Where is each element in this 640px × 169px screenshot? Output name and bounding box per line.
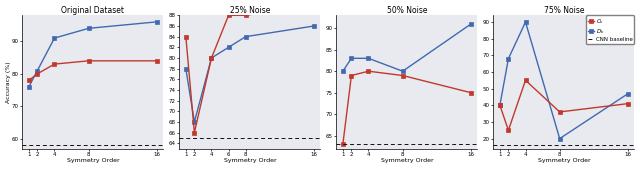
- CNN baseline: [488, 144, 495, 146]
- CNN baseline: [173, 137, 181, 139]
- CNN baseline: [17, 144, 24, 146]
- $C_k$: [399, 75, 406, 77]
- Title: 75% Noise: 75% Noise: [544, 6, 584, 15]
- CNN baseline: [182, 137, 189, 139]
- CNN baseline: [339, 143, 347, 145]
- $C_k$: [51, 63, 58, 65]
- $C_k$: [182, 36, 189, 38]
- Line: $C_k$: $C_k$: [184, 3, 316, 134]
- Line: $D_k$: $D_k$: [498, 20, 630, 140]
- $C_k$: [153, 60, 161, 62]
- X-axis label: Symmetry Order: Symmetry Order: [67, 159, 119, 163]
- $C_k$: [25, 79, 33, 81]
- $C_k$: [207, 57, 215, 59]
- $D_k$: [33, 70, 41, 72]
- CNN baseline: [330, 143, 338, 145]
- $C_k$: [242, 14, 250, 16]
- $D_k$: [225, 46, 232, 48]
- $D_k$: [153, 21, 161, 23]
- Legend: $C_k$, $D_k$, CNN baseline: $C_k$, $D_k$, CNN baseline: [586, 15, 634, 44]
- $C_k$: [556, 111, 563, 113]
- Line: $D_k$: $D_k$: [184, 24, 316, 124]
- X-axis label: Symmetry Order: Symmetry Order: [381, 159, 433, 163]
- Line: $D_k$: $D_k$: [27, 20, 159, 89]
- $C_k$: [496, 104, 504, 106]
- X-axis label: Symmetry Order: Symmetry Order: [538, 159, 590, 163]
- Line: $C_k$: $C_k$: [341, 69, 473, 146]
- Title: 50% Noise: 50% Noise: [387, 6, 427, 15]
- $C_k$: [365, 70, 372, 72]
- $C_k$: [467, 92, 475, 94]
- $C_k$: [522, 79, 529, 81]
- $C_k$: [191, 132, 198, 134]
- $D_k$: [399, 70, 406, 72]
- $D_k$: [339, 70, 347, 72]
- $C_k$: [310, 4, 318, 6]
- $C_k$: [33, 73, 41, 75]
- $D_k$: [182, 68, 189, 70]
- $D_k$: [242, 36, 250, 38]
- $D_k$: [191, 121, 198, 123]
- Y-axis label: Accuracy (%): Accuracy (%): [6, 61, 10, 103]
- X-axis label: Symmetry Order: Symmetry Order: [223, 159, 276, 163]
- Line: $C_k$: $C_k$: [498, 79, 630, 132]
- $D_k$: [556, 138, 563, 140]
- Line: $D_k$: $D_k$: [341, 22, 473, 73]
- CNN baseline: [25, 144, 33, 146]
- Title: Original Dataset: Original Dataset: [61, 6, 124, 15]
- $C_k$: [624, 103, 632, 105]
- $C_k$: [504, 129, 512, 131]
- Line: $C_k$: $C_k$: [27, 59, 159, 82]
- $D_k$: [25, 86, 33, 88]
- $D_k$: [310, 25, 318, 27]
- $C_k$: [84, 60, 92, 62]
- $C_k$: [348, 75, 355, 77]
- $C_k$: [339, 143, 347, 145]
- $D_k$: [496, 104, 504, 106]
- CNN baseline: [496, 144, 504, 146]
- $D_k$: [84, 27, 92, 29]
- $D_k$: [504, 58, 512, 60]
- $D_k$: [51, 37, 58, 39]
- Title: 25% Noise: 25% Noise: [230, 6, 270, 15]
- $D_k$: [365, 57, 372, 59]
- $D_k$: [522, 21, 529, 23]
- $D_k$: [467, 23, 475, 25]
- $D_k$: [624, 93, 632, 95]
- $D_k$: [207, 57, 215, 59]
- $C_k$: [225, 14, 232, 16]
- $D_k$: [348, 57, 355, 59]
